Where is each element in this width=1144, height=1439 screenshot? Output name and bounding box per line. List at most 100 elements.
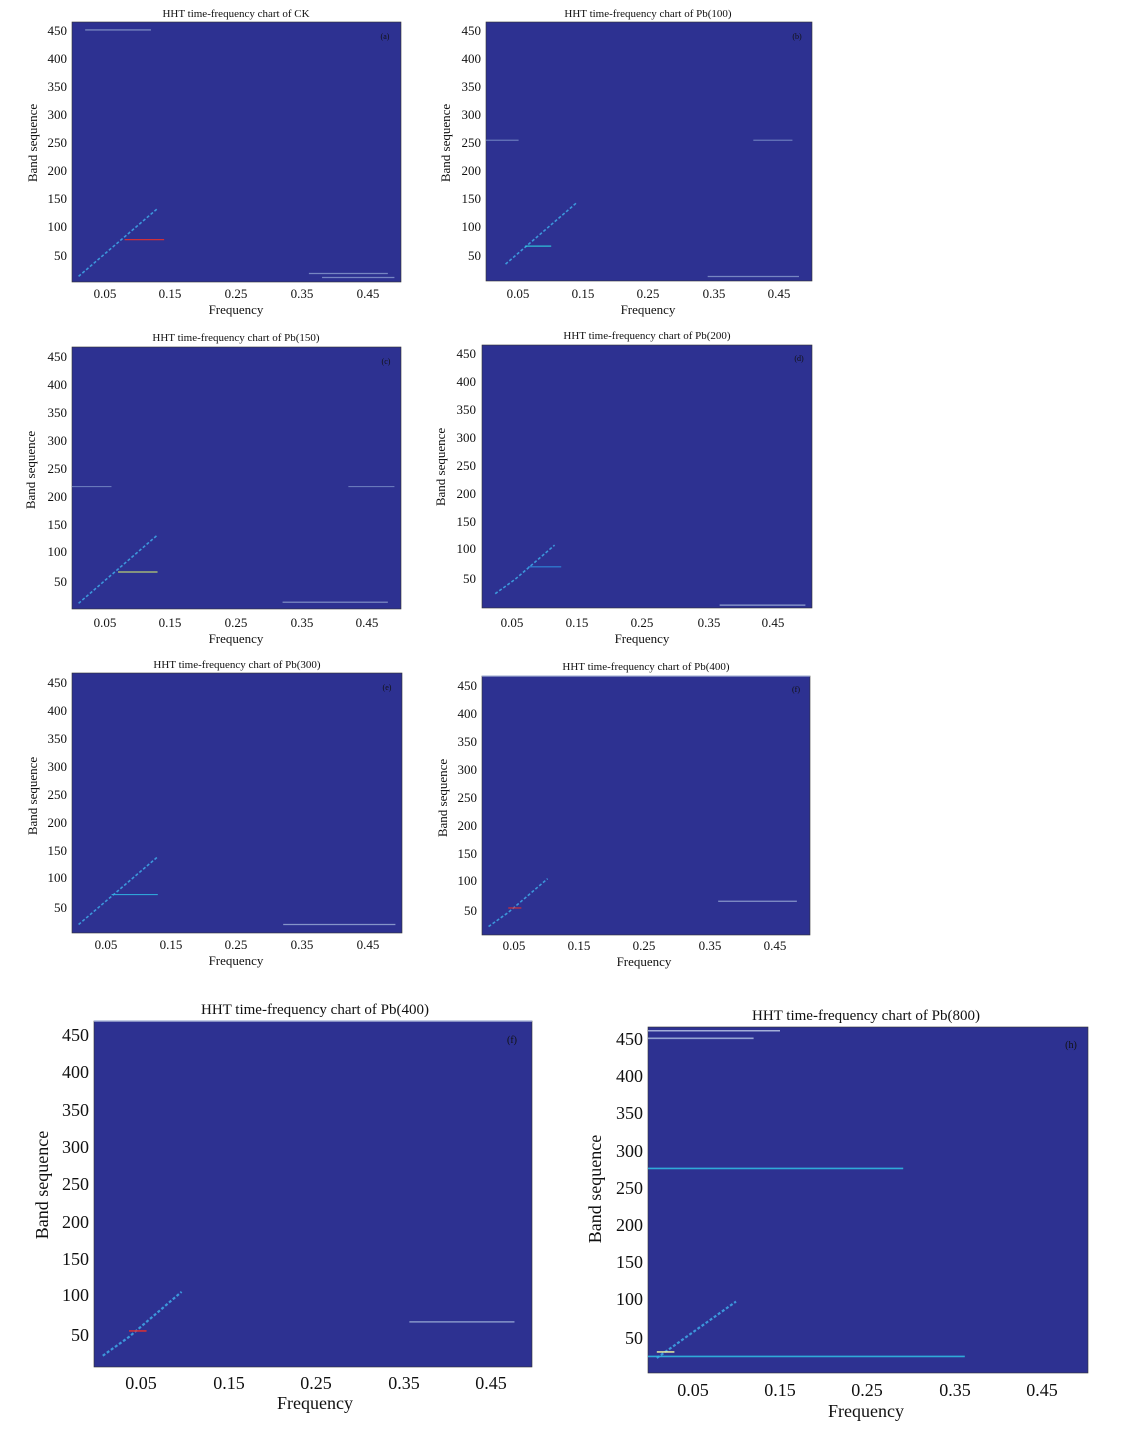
y-tick-label: 50 [463, 571, 476, 586]
x-axis-label: Frequency [209, 302, 264, 317]
y-tick-label: 50 [54, 900, 67, 915]
x-tick-label: 0.45 [1026, 1380, 1058, 1400]
y-tick-label: 200 [62, 1212, 89, 1232]
y-tick-label: 300 [48, 759, 68, 774]
y-tick-label: 400 [457, 374, 477, 389]
x-tick-labels: 0.05 0.15 0.25 0.35 0.45 [677, 1380, 1058, 1400]
y-tick-labels: 50 100 150 200 250 300 350 400 450 [458, 678, 478, 918]
y-tick-label: 250 [48, 787, 68, 802]
y-tick-labels: 50 100 150 200 250 300 350 400 450 [48, 349, 68, 589]
panel-label: (d) [794, 354, 804, 363]
x-tick-label: 0.15 [568, 938, 591, 953]
panel-label: (h) [1065, 1040, 1077, 1051]
x-tick-label: 0.35 [939, 1380, 971, 1400]
x-tick-label: 0.25 [225, 937, 248, 952]
x-tick-label: 0.45 [357, 937, 380, 952]
x-tick-label: 0.05 [94, 615, 117, 630]
x-tick-labels: 0.05 0.15 0.25 0.35 0.45 [125, 1373, 507, 1393]
x-tick-label: 0.05 [503, 938, 526, 953]
ridge-streak [494, 544, 556, 595]
y-tick-label: 450 [616, 1029, 643, 1049]
y-tick-label: 250 [616, 1178, 643, 1198]
chart-panel-a: HHT time-frequency chart of CK (a) Band … [25, 8, 402, 317]
x-tick-label: 0.15 [566, 615, 589, 630]
y-tick-label: 100 [48, 870, 68, 885]
x-tick-label: 0.25 [631, 615, 654, 630]
ridge-streak [488, 878, 549, 928]
x-tick-label: 0.15 [160, 937, 183, 952]
heatmap-marks [482, 675, 810, 928]
x-tick-label: 0.25 [225, 615, 248, 630]
y-tick-label: 300 [62, 1137, 89, 1157]
chart-panel-e: HHT time-frequency chart of Pb(300) (e) … [25, 659, 403, 968]
y-tick-label: 150 [48, 843, 68, 858]
x-tick-label: 0.15 [764, 1380, 796, 1400]
x-tick-labels: 0.05 0.15 0.25 0.35 0.45 [507, 286, 791, 301]
ridge-streak [78, 856, 159, 926]
panel-label: (c) [382, 357, 391, 366]
y-tick-label: 50 [625, 1328, 643, 1348]
y-tick-labels: 50 100 150 200 250 300 350 400 450 [62, 1025, 89, 1345]
y-tick-label: 200 [48, 489, 68, 504]
x-axis-label: Frequency [615, 631, 670, 646]
y-tick-label: 450 [48, 23, 68, 38]
y-tick-label: 250 [48, 461, 68, 476]
y-tick-labels: 50 100 150 200 250 300 350 400 450 [457, 346, 477, 586]
y-tick-label: 200 [616, 1215, 643, 1235]
y-tick-label: 300 [462, 107, 482, 122]
y-tick-label: 400 [48, 703, 68, 718]
x-tick-label: 0.25 [851, 1380, 883, 1400]
x-tick-labels: 0.05 0.15 0.25 0.35 0.45 [503, 938, 787, 953]
y-tick-label: 200 [48, 815, 68, 830]
x-axis-label: Frequency [828, 1401, 904, 1421]
chart-panel-f-large: HHT time-frequency chart of Pb(400) (f) … [32, 1002, 533, 1413]
y-tick-label: 450 [462, 23, 482, 38]
chart-panel-h-large: HHT time-frequency chart of Pb(800) (h) … [585, 1008, 1089, 1421]
y-tick-label: 150 [48, 191, 68, 206]
plot-area [481, 344, 813, 609]
y-tick-label: 150 [616, 1252, 643, 1272]
x-tick-label: 0.15 [572, 286, 595, 301]
ridge-streak [102, 1290, 183, 1357]
heatmap-marks [78, 856, 396, 926]
chart-panel-d: HHT time-frequency chart of Pb(200) (d) … [433, 330, 813, 646]
y-tick-label: 150 [462, 191, 482, 206]
x-tick-label: 0.05 [95, 937, 118, 952]
chart-title: HHT time-frequency chart of Pb(400) [201, 1002, 429, 1018]
x-tick-label: 0.35 [291, 286, 314, 301]
panel-label: (f) [792, 685, 800, 694]
ridge-streak [505, 201, 578, 265]
panel-label: (b) [792, 32, 802, 41]
y-tick-label: 300 [457, 430, 477, 445]
x-tick-label: 0.45 [768, 286, 791, 301]
y-tick-labels: 50 100 150 200 250 300 350 400 450 [616, 1029, 643, 1348]
chart-title: HHT time-frequency chart of Pb(150) [152, 332, 320, 344]
x-tick-label: 0.45 [475, 1373, 507, 1393]
y-tick-label: 100 [457, 541, 477, 556]
y-tick-label: 300 [48, 107, 68, 122]
y-tick-label: 50 [464, 903, 477, 918]
y-tick-label: 100 [462, 219, 482, 234]
x-axis-label: Frequency [209, 953, 264, 968]
plot-area [93, 1020, 533, 1368]
y-tick-label: 450 [458, 678, 478, 693]
y-tick-label: 450 [48, 349, 68, 364]
y-tick-label: 400 [458, 706, 478, 721]
panel-label: (e) [383, 683, 392, 692]
panel-label: (f) [507, 1035, 517, 1046]
y-tick-label: 100 [48, 544, 68, 559]
y-tick-label: 400 [62, 1062, 89, 1082]
heatmap-marks [486, 139, 799, 278]
x-tick-label: 0.45 [357, 286, 380, 301]
y-tick-label: 350 [462, 79, 482, 94]
y-tick-label: 50 [71, 1325, 89, 1345]
y-tick-label: 350 [62, 1100, 89, 1120]
y-tick-label: 100 [48, 219, 68, 234]
x-tick-label: 0.35 [699, 938, 722, 953]
plot-area [485, 21, 813, 282]
x-tick-label: 0.35 [698, 615, 721, 630]
y-tick-label: 300 [616, 1141, 643, 1161]
x-tick-label: 0.05 [125, 1373, 157, 1393]
x-tick-label: 0.35 [291, 937, 314, 952]
x-tick-label: 0.15 [213, 1373, 245, 1393]
